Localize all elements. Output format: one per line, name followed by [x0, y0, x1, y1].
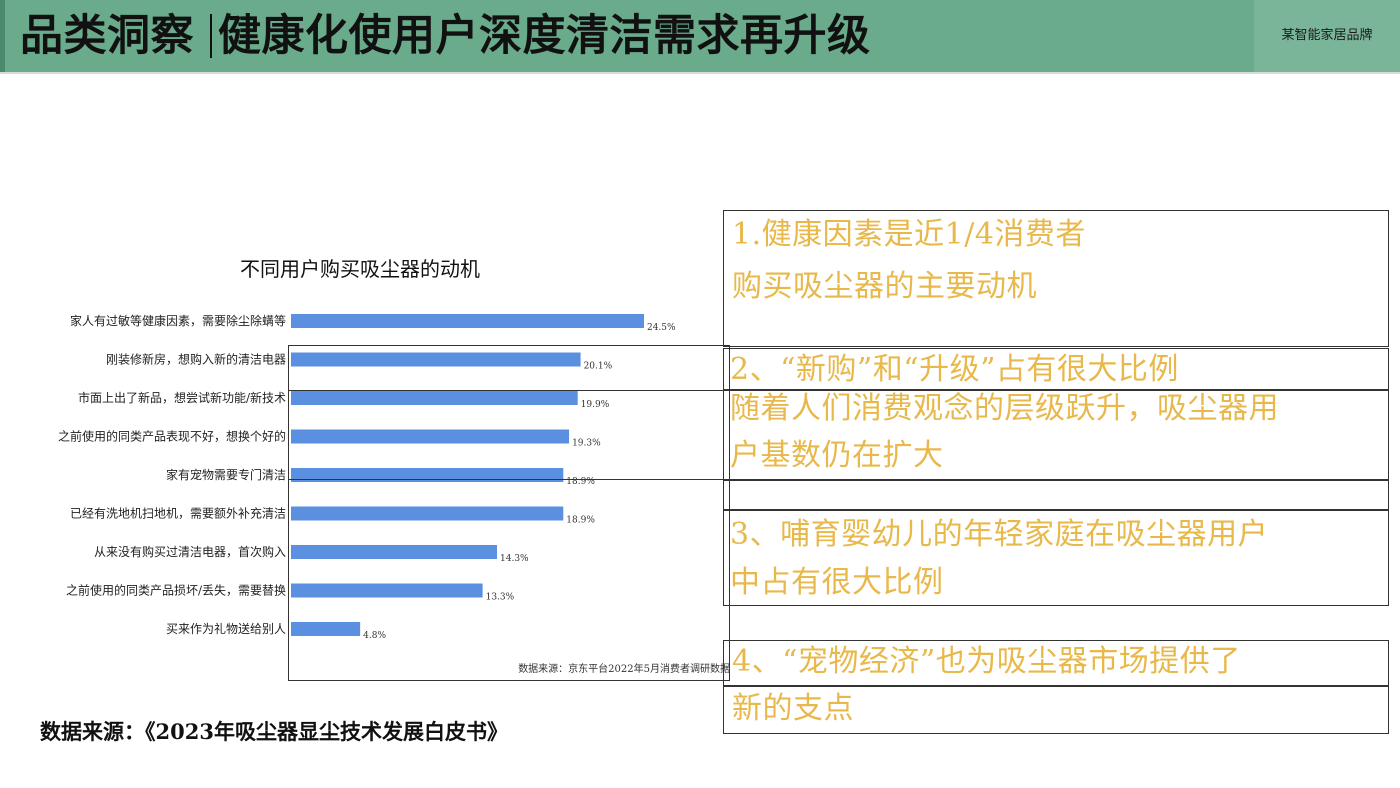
bar: [291, 314, 644, 328]
insight-1-line-2: 购买吸尘器的主要动机: [732, 269, 1037, 304]
page-title: 品类洞察 健康化使用户深度清洁需求再升级: [20, 6, 871, 66]
header-accent: [0, 0, 5, 72]
category-label: 之前使用的同类产品损坏/丢失，需要替换: [66, 583, 286, 598]
title-separator: [210, 13, 212, 58]
bar: [291, 468, 564, 482]
value-label: 14.3%: [500, 554, 529, 564]
value-label: 4.8%: [363, 631, 386, 641]
insight-2-line-2: 户基数仍在扩大: [730, 438, 944, 473]
insight-box-2: [723, 348, 1389, 390]
bar: [291, 429, 570, 444]
value-label: 18.9%: [566, 516, 595, 526]
insight-box-6: [723, 640, 1389, 686]
value-label: 19.9%: [581, 400, 610, 410]
value-label: 18.9%: [566, 477, 595, 487]
insight-box-5: [723, 510, 1389, 606]
brand-label: 某智能家居品牌: [1254, 0, 1400, 72]
insight-box-7: [723, 686, 1389, 734]
category-label: 之前使用的同类产品表现不好，想换个好的: [58, 429, 286, 444]
bar: [291, 545, 498, 559]
insight-box-4: [723, 480, 1389, 510]
insight-2-line-1: 随着人们消费观念的层级跃升，吸尘器用: [730, 391, 1279, 426]
value-label: 19.3%: [572, 439, 601, 449]
chart-source-note: 数据来源：京东平台2022年5月消费者调研数据: [518, 662, 730, 675]
insight-2-heading: 2、“新购”和“升级”占有很大比例: [730, 352, 1179, 387]
category-label: 家人有过敏等健康因素，需要除尘除螨等: [70, 313, 286, 328]
insight-3-line-2: 中占有很大比例: [730, 565, 944, 600]
category-label: 市面上出了新品，想尝试新功能/新技术: [78, 390, 286, 405]
category-label: 家有宠物需要专门清洁: [166, 467, 286, 482]
header-bar: 品类洞察 健康化使用户深度清洁需求再升级 某智能家居品牌: [0, 0, 1400, 72]
report-source: 数据来源：《2023年吸尘器显尘技术发展白皮书》: [40, 719, 508, 744]
category-label: 刚装修新房，想购入新的清洁电器: [106, 352, 286, 367]
chart-row-band: [288, 390, 1389, 480]
category-label: 已经有洗地机扫地机，需要额外补充清洁: [70, 506, 286, 521]
chart-title: 不同用户购买吸尘器的动机: [240, 257, 480, 281]
title-main: 健康化使用户深度清洁需求再升级: [218, 11, 871, 61]
bar: [291, 583, 483, 598]
header-divider: [0, 72, 1400, 74]
insight-3-line-1: 3、哺育婴幼儿的年轻家庭在吸尘器用户: [730, 517, 1269, 552]
value-label: 20.1%: [584, 362, 613, 372]
bar: [291, 352, 581, 367]
insight-1-line-1: 1.健康因素是近1/4消费者: [732, 217, 1086, 252]
chart-frame: [288, 345, 730, 681]
value-label: 24.5%: [647, 323, 676, 333]
category-label: 买来作为礼物送给别人: [166, 621, 286, 636]
insight-box-1: [723, 210, 1389, 347]
bar: [291, 391, 578, 405]
bar: [291, 622, 361, 636]
category-label: 从来没有购买过清洁电器，首次购入: [94, 544, 286, 559]
title-category: 品类洞察: [20, 11, 194, 61]
value-label: 13.3%: [486, 593, 515, 603]
bar: [291, 506, 564, 521]
insight-4-line-2: 新的支点: [732, 691, 854, 726]
insight-4-line-1: 4、“宠物经济”也为吸尘器市场提供了: [732, 644, 1241, 679]
motivation-chart: 不同用户购买吸尘器的动机家人有过敏等健康因素，需要除尘除螨等 24.5% 刚装修新房…: [0, 200, 740, 690]
